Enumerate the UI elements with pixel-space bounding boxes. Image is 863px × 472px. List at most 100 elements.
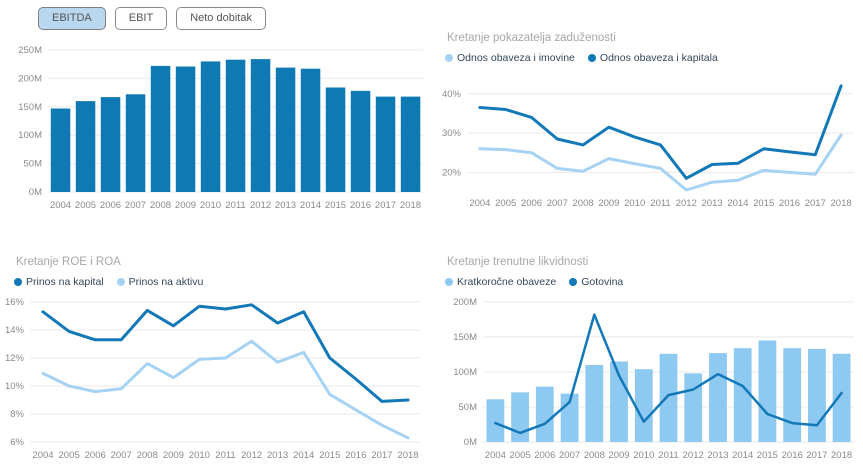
bar[interactable] xyxy=(808,348,826,442)
legend-item[interactable]: Gotovina xyxy=(569,276,623,288)
x-axis-tick-label: 2018 xyxy=(831,198,852,209)
legend-item[interactable]: Prinos na aktivu xyxy=(116,276,203,288)
x-axis-tick-label: 2016 xyxy=(779,198,800,209)
legend-dot xyxy=(587,54,596,62)
bar[interactable] xyxy=(50,108,71,193)
x-axis-tick-label: 2006 xyxy=(85,450,106,461)
bar[interactable] xyxy=(832,353,851,442)
legend-dot xyxy=(569,278,578,286)
line-series[interactable] xyxy=(494,313,843,435)
y-axis-tick-label: 150M xyxy=(18,102,42,113)
bar[interactable] xyxy=(535,386,554,442)
debt-ratio-chart: 20% 30% 40% 2004 2005 2006 2007 2008 2009 2010 201… xyxy=(442,84,854,209)
ebit-button[interactable]: EBIT xyxy=(114,7,168,30)
x-axis-tick-label: 2017 xyxy=(806,450,827,461)
x-axis-tick-label: 2005 xyxy=(75,200,96,211)
x-axis-tick-label: 2007 xyxy=(125,200,146,211)
line-series[interactable] xyxy=(41,339,410,440)
y-axis-tick-label: 50M xyxy=(24,159,43,170)
x-axis-tick-label: 2011 xyxy=(225,200,245,211)
line-series[interactable] xyxy=(478,133,843,192)
x-axis-tick-label: 2017 xyxy=(375,200,396,211)
bar[interactable] xyxy=(758,340,777,443)
bar[interactable] xyxy=(783,348,802,442)
neto-dobitak-button[interactable]: Neto dobitak xyxy=(176,7,266,30)
x-axis-tick-label: 2011 xyxy=(650,198,670,209)
x-axis-tick-label: 2013 xyxy=(275,200,296,211)
x-axis-tick-label: 2007 xyxy=(111,450,132,461)
legend-label: Odnos obaveza i imovine xyxy=(457,52,575,64)
bar[interactable] xyxy=(325,87,346,193)
bar[interactable] xyxy=(250,59,271,192)
bar[interactable] xyxy=(659,353,678,442)
legend-item[interactable]: Prinos na kapital xyxy=(14,276,104,288)
legend-dot xyxy=(14,278,22,286)
ebitda-panel: EBITDA EBIT Neto dobitak 0M 50M 100M 150M 20… xyxy=(0,0,431,236)
legend-label: Odnos obaveza i kapitala xyxy=(599,52,718,64)
x-axis-tick-label: 2009 xyxy=(598,198,619,209)
x-axis-tick-label: 2007 xyxy=(559,450,580,461)
bar[interactable] xyxy=(125,94,146,192)
legend-item[interactable]: Odnos obaveza i imovine xyxy=(445,52,575,64)
bar[interactable] xyxy=(486,399,505,442)
chart-legend: Kratkoročne obaveze Gotovina xyxy=(445,276,863,288)
bar[interactable] xyxy=(709,353,727,442)
bar[interactable] xyxy=(634,369,653,442)
bar[interactable] xyxy=(100,97,121,192)
x-axis-tick-label: 2017 xyxy=(371,450,392,461)
x-axis-tick-label: 2018 xyxy=(397,450,418,461)
chart-legend: Odnos obaveza i imovine Odnos obaveza i … xyxy=(445,52,863,64)
x-axis-tick-label: 2014 xyxy=(727,198,748,209)
line-series[interactable] xyxy=(478,84,843,180)
bar[interactable] xyxy=(150,65,171,192)
bar[interactable] xyxy=(350,90,371,192)
x-axis-tick-label: 2011 xyxy=(658,450,678,461)
y-axis-tick-label: 20% xyxy=(442,167,462,178)
bar[interactable] xyxy=(400,96,421,192)
y-axis-tick-label: 16% xyxy=(5,297,25,308)
y-axis-tick-label: 150M xyxy=(453,332,477,343)
y-axis-tick-label: 12% xyxy=(5,353,25,364)
legend-dot xyxy=(445,54,453,62)
y-axis-tick-label: 10% xyxy=(5,381,25,392)
bar[interactable] xyxy=(375,96,396,192)
bar[interactable] xyxy=(511,392,529,442)
x-axis-tick-label: 2015 xyxy=(319,450,340,461)
x-axis-tick-label: 2014 xyxy=(732,450,753,461)
bar[interactable] xyxy=(684,373,703,442)
x-axis-tick-label: 2007 xyxy=(547,198,568,209)
x-axis-tick-label: 2006 xyxy=(534,450,555,461)
x-axis-tick-label: 2004 xyxy=(485,450,506,461)
bar[interactable] xyxy=(733,348,752,442)
x-axis-tick-label: 2013 xyxy=(267,450,288,461)
bar[interactable] xyxy=(585,365,604,442)
x-axis-tick-label: 2017 xyxy=(805,198,826,209)
debt-ratio-panel: Kretanje pokazatelja zaduženosti Odnos o… xyxy=(431,0,863,236)
legend-label: Kratkoročne obaveze xyxy=(457,276,557,288)
legend-item[interactable]: Odnos obaveza i kapitala xyxy=(587,52,718,64)
bar[interactable] xyxy=(200,61,221,193)
bar[interactable] xyxy=(275,67,296,192)
bar[interactable] xyxy=(175,66,196,193)
bar[interactable] xyxy=(225,59,246,193)
bar[interactable] xyxy=(300,68,321,192)
x-axis-tick-label: 2012 xyxy=(676,198,697,209)
x-axis-tick-label: 2012 xyxy=(250,200,271,211)
y-axis-tick-label: 6% xyxy=(10,437,24,448)
ebitda-button[interactable]: EBITDA xyxy=(38,7,106,30)
bar[interactable] xyxy=(75,101,96,192)
legend-dot xyxy=(445,278,453,286)
y-axis-tick-label: 14% xyxy=(5,325,25,336)
liquidity-panel: Kretanje trenutne likvidnosti Kratkoročn… xyxy=(431,236,863,472)
roe-roa-panel: Kretanje ROE i ROA Prinos na kapital Pri… xyxy=(0,236,431,472)
x-axis-tick-label: 2015 xyxy=(757,450,778,461)
y-axis-tick-label: 8% xyxy=(10,409,24,420)
x-axis-tick-label: 2008 xyxy=(150,200,171,211)
y-axis-tick-label: 0M xyxy=(464,437,477,448)
x-axis-tick-label: 2008 xyxy=(573,198,594,209)
x-axis-tick-label: 2005 xyxy=(495,198,516,209)
x-axis-tick-label: 2011 xyxy=(215,450,235,461)
legend-item[interactable]: Kratkoročne obaveze xyxy=(445,276,556,288)
line-series[interactable] xyxy=(41,303,410,403)
